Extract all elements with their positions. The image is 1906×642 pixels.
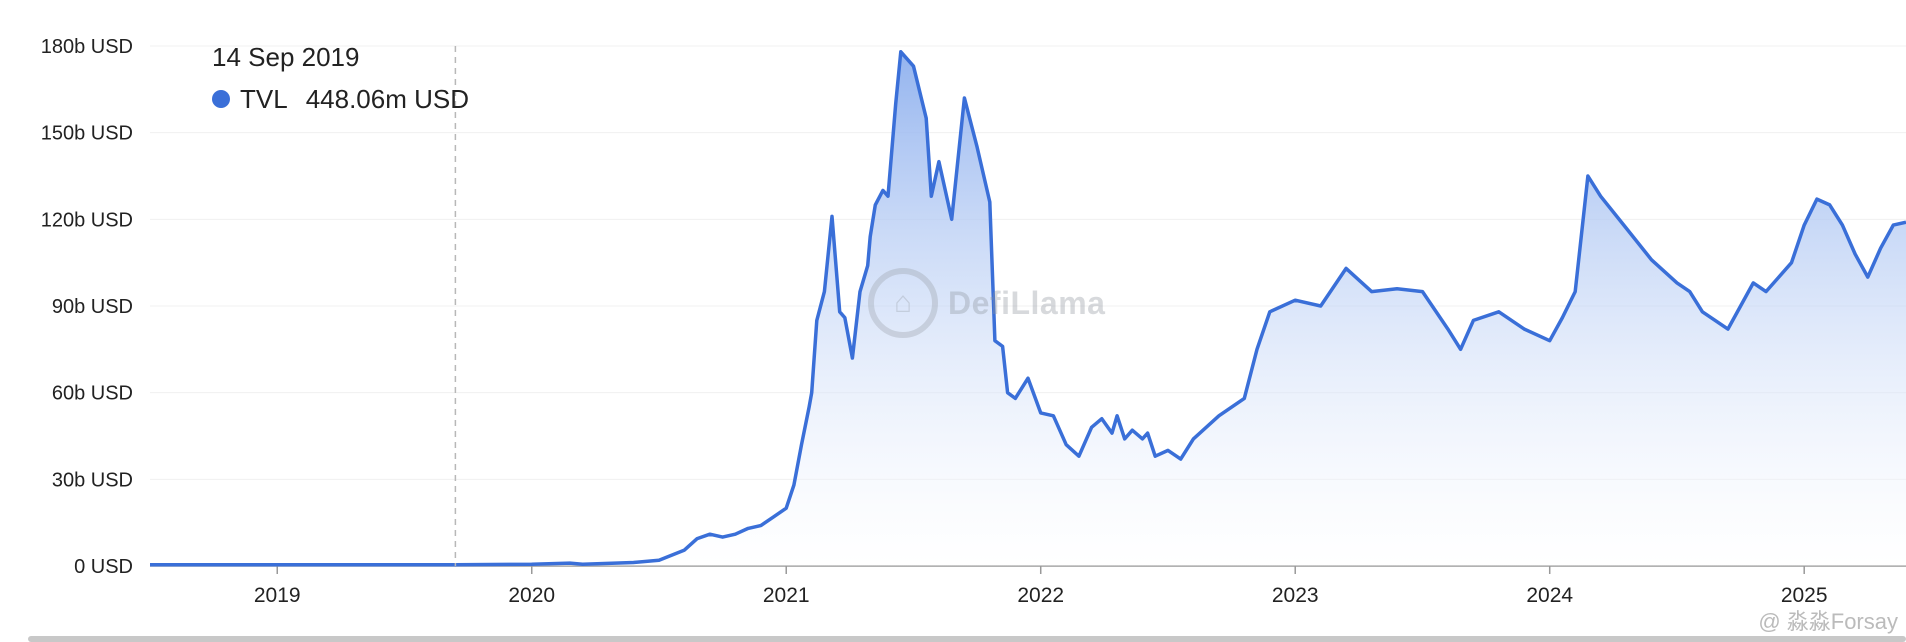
x-tick-label: 2023 xyxy=(1272,584,1319,607)
y-tick-label: 0 USD xyxy=(74,556,133,578)
x-tick-label: 2022 xyxy=(1017,584,1064,607)
credit-watermark: @ 淼淼Forsay xyxy=(1758,609,1898,634)
tooltip-date: 14 Sep 2019 xyxy=(212,42,360,72)
watermark-text: DefiLlama xyxy=(948,284,1106,321)
y-tick-label: 180b USD xyxy=(41,36,133,58)
watermark: ⌂ DefiLlama xyxy=(868,268,1105,338)
tvl-area-fill xyxy=(150,51,1906,567)
y-tick-label: 120b USD xyxy=(41,209,133,231)
tooltip-series-name: TVL xyxy=(240,84,288,114)
tooltip-value: 448.06m USD xyxy=(305,84,469,114)
y-tick-label: 90b USD xyxy=(52,296,133,318)
x-tick-label: 2025 xyxy=(1781,584,1828,607)
x-tick-label: 2021 xyxy=(763,584,810,607)
y-axis: 0 USD 30b USD 60b USD 90b USD 120b USD 150b U… xyxy=(41,36,133,578)
tvl-line xyxy=(150,50,1906,567)
y-tick-label: 150b USD xyxy=(41,123,133,145)
x-tick-label: 2019 xyxy=(254,584,301,607)
llama-logo-icon: ⌂ xyxy=(868,268,938,338)
y-tick-label: 30b USD xyxy=(52,469,133,491)
x-tick-label: 2024 xyxy=(1526,584,1573,607)
x-axis: 2019 2020 2021 2022 2023 2024 2025 xyxy=(150,565,1906,607)
y-tick-label: 60b USD xyxy=(52,383,133,405)
horizontal-scrollbar[interactable] xyxy=(28,636,1906,642)
x-tick-label: 2020 xyxy=(508,584,555,607)
tooltip-row: TVL 448.06m USD xyxy=(212,82,469,116)
series-dot-icon xyxy=(212,90,230,108)
tooltip: 14 Sep 2019 TVL 448.06m USD xyxy=(212,40,469,116)
